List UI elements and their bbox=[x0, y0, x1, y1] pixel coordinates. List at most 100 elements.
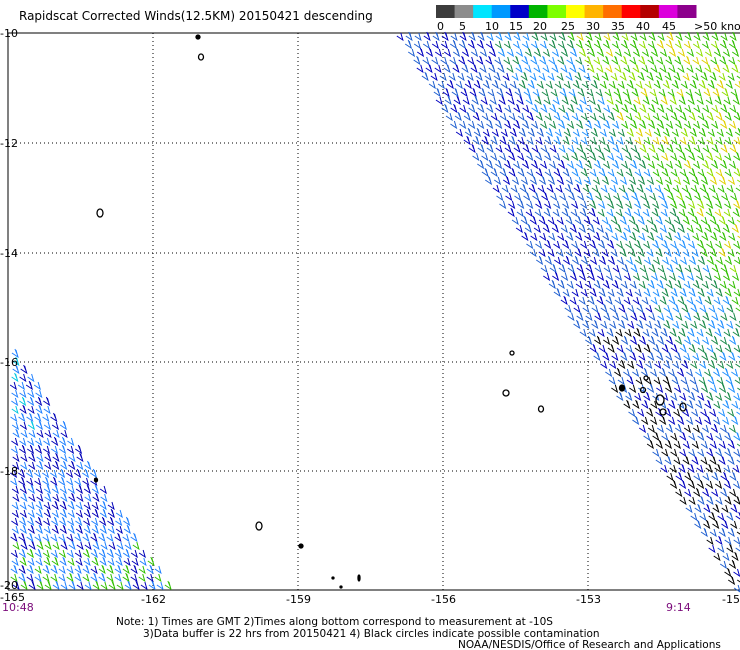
wind-barb bbox=[560, 224, 568, 234]
wind-barb bbox=[42, 564, 50, 575]
wind-barb bbox=[724, 168, 732, 178]
wind-barb bbox=[146, 564, 154, 575]
wind-barb bbox=[60, 453, 68, 463]
wind-barb bbox=[562, 167, 570, 178]
note-line-1: Note: 1) Times are GMT 2)Times along bot… bbox=[116, 616, 553, 628]
wind-barb bbox=[615, 328, 623, 338]
wind-barb bbox=[620, 351, 628, 362]
wind-barb bbox=[645, 304, 653, 314]
wind-barb bbox=[684, 120, 692, 130]
wind-barb bbox=[524, 223, 532, 234]
wind-barb bbox=[12, 541, 20, 551]
wind-barb bbox=[668, 399, 676, 410]
wind-barb bbox=[12, 453, 20, 463]
wind-barb bbox=[697, 392, 705, 402]
wind-barb bbox=[504, 119, 512, 130]
wind-barb bbox=[517, 136, 525, 146]
wind-barb bbox=[661, 239, 669, 250]
wind-barb bbox=[715, 344, 723, 354]
wind-barb bbox=[508, 167, 516, 178]
wind-barb bbox=[503, 56, 511, 66]
wind-barb bbox=[689, 255, 697, 266]
wind-barb bbox=[599, 255, 607, 266]
wind-barb bbox=[736, 216, 740, 223]
wind-barb bbox=[687, 327, 695, 338]
wind-barb bbox=[439, 72, 447, 82]
wind-barb bbox=[511, 72, 519, 82]
wind-barb bbox=[657, 143, 665, 154]
wind-barb bbox=[35, 524, 43, 535]
wind-barb bbox=[499, 152, 507, 162]
wind-barb bbox=[571, 151, 579, 162]
wind-barb bbox=[704, 48, 713, 58]
wind-barb bbox=[674, 55, 682, 66]
wind-barb bbox=[596, 295, 604, 306]
legend-swatch bbox=[566, 5, 586, 18]
wind-barb bbox=[696, 96, 704, 106]
wind-barb bbox=[737, 384, 740, 391]
wind-barb bbox=[621, 144, 629, 154]
legend-swatch bbox=[658, 5, 678, 18]
wind-barb bbox=[695, 48, 704, 58]
wind-barb bbox=[18, 572, 26, 583]
wind-barb bbox=[660, 272, 668, 282]
wind-barb bbox=[642, 208, 650, 218]
wind-barb bbox=[437, 80, 445, 90]
wind-barb bbox=[536, 127, 544, 138]
wind-barb bbox=[525, 208, 533, 218]
wind-barb bbox=[544, 135, 552, 146]
wind-barb bbox=[675, 335, 683, 346]
wind-barb bbox=[718, 455, 726, 466]
wind-barb bbox=[683, 352, 691, 362]
wind-barb bbox=[10, 549, 18, 559]
wind-barb bbox=[727, 216, 735, 226]
wind-barb bbox=[648, 263, 656, 274]
wind-barb bbox=[726, 320, 734, 330]
wind-barb bbox=[734, 376, 740, 384]
wind-barb bbox=[722, 416, 730, 426]
wind-barb bbox=[711, 263, 719, 274]
wind-barb bbox=[554, 80, 562, 90]
wind-barb bbox=[500, 128, 508, 138]
wind-barb bbox=[11, 509, 19, 519]
wind-barb bbox=[688, 111, 696, 122]
wind-barb bbox=[679, 287, 687, 298]
wind-barb bbox=[75, 501, 83, 511]
wind-barb bbox=[476, 55, 484, 66]
wind-barb bbox=[99, 524, 107, 535]
island bbox=[93, 477, 99, 483]
wind-barb bbox=[657, 103, 665, 114]
wind-barb bbox=[734, 80, 740, 88]
wind-barb bbox=[688, 496, 696, 506]
wind-barb bbox=[679, 496, 687, 506]
wind-barb bbox=[516, 95, 524, 106]
wind-barb bbox=[396, 32, 404, 42]
island bbox=[197, 53, 205, 61]
wind-barb bbox=[652, 168, 660, 178]
wind-barb bbox=[544, 168, 552, 178]
wind-barb bbox=[677, 367, 685, 378]
wind-barb bbox=[19, 524, 27, 535]
wind-barb bbox=[481, 167, 489, 178]
wind-barb bbox=[34, 412, 42, 423]
wind-barb bbox=[552, 96, 560, 106]
wind-barb bbox=[606, 208, 614, 218]
wind-barb bbox=[571, 240, 579, 250]
wind-barb bbox=[670, 136, 678, 146]
wind-barb bbox=[425, 47, 434, 58]
wind-barb bbox=[614, 48, 623, 58]
wind-barb bbox=[66, 549, 74, 559]
wind-barb bbox=[607, 343, 615, 354]
wind-barb bbox=[488, 63, 496, 74]
wind-barb bbox=[580, 288, 588, 298]
wind-barb bbox=[543, 272, 551, 282]
wind-barb bbox=[147, 556, 155, 567]
wind-barb bbox=[706, 432, 714, 442]
wind-barb bbox=[58, 573, 66, 583]
wind-barb bbox=[602, 39, 611, 50]
wind-barb bbox=[502, 175, 511, 186]
wind-barb bbox=[673, 456, 681, 466]
wind-barb bbox=[623, 399, 631, 410]
wind-barb bbox=[670, 432, 678, 442]
